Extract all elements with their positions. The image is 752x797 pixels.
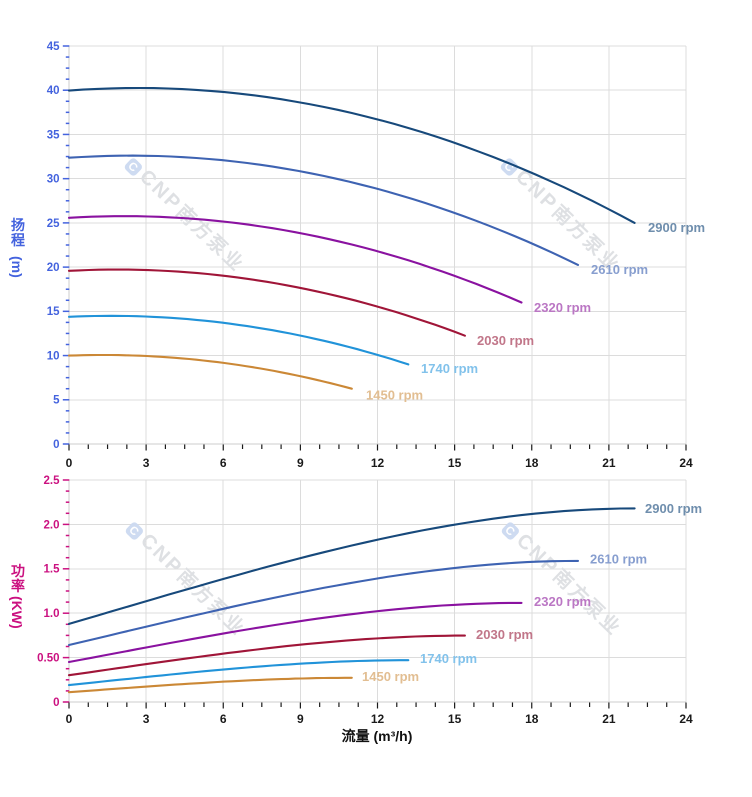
svg-text:CNP南方泵业: CNP南方泵业 (136, 529, 250, 641)
svg-text:1450 rpm: 1450 rpm (366, 387, 423, 402)
svg-text:15: 15 (448, 712, 462, 726)
svg-text:2320 rpm: 2320 rpm (534, 594, 591, 609)
svg-text:5: 5 (53, 395, 60, 407)
svg-text:21: 21 (602, 712, 616, 726)
svg-text:45: 45 (47, 41, 60, 53)
svg-text:1740 rpm: 1740 rpm (421, 361, 478, 376)
svg-text:6: 6 (220, 456, 227, 470)
svg-text:2900 rpm: 2900 rpm (648, 220, 705, 235)
svg-text:2610 rpm: 2610 rpm (590, 551, 647, 566)
svg-text:2030 rpm: 2030 rpm (477, 333, 534, 348)
svg-text:20: 20 (47, 262, 60, 274)
svg-text:2320 rpm: 2320 rpm (534, 300, 591, 315)
svg-text:15: 15 (47, 306, 60, 318)
svg-text:35: 35 (47, 129, 60, 141)
svg-text:12: 12 (371, 456, 385, 470)
svg-text:0.50: 0.50 (37, 653, 59, 665)
svg-text:2610 rpm: 2610 rpm (591, 262, 648, 277)
svg-text:流量 (m³/h): 流量 (m³/h) (342, 728, 413, 744)
svg-text:1450 rpm: 1450 rpm (362, 669, 419, 684)
svg-text:2900 rpm: 2900 rpm (645, 501, 702, 516)
svg-text:CNP南方泵业: CNP南方泵业 (135, 165, 249, 277)
svg-text:18: 18 (525, 712, 539, 726)
svg-text:24: 24 (679, 712, 693, 726)
svg-text:30: 30 (47, 174, 60, 186)
svg-text:2.0: 2.0 (44, 519, 60, 531)
svg-text:24: 24 (679, 456, 693, 470)
svg-text:0: 0 (53, 439, 59, 451)
svg-text:1.0: 1.0 (44, 608, 60, 620)
svg-text:21: 21 (602, 456, 616, 470)
svg-text:25: 25 (47, 218, 60, 230)
svg-text:2030 rpm: 2030 rpm (476, 627, 533, 642)
svg-text:3: 3 (143, 712, 150, 726)
svg-text:3: 3 (143, 456, 150, 470)
svg-text:18: 18 (525, 456, 539, 470)
svg-text:0: 0 (66, 456, 73, 470)
svg-text:9: 9 (297, 712, 304, 726)
svg-text:1740 rpm: 1740 rpm (420, 651, 477, 666)
svg-text:1.5: 1.5 (44, 564, 61, 576)
svg-text:9: 9 (297, 456, 304, 470)
svg-text:0: 0 (66, 712, 73, 726)
svg-text:40: 40 (47, 85, 60, 97)
svg-text:10: 10 (47, 351, 60, 363)
svg-text:15: 15 (448, 456, 462, 470)
svg-text:12: 12 (371, 712, 385, 726)
svg-text:2.5: 2.5 (44, 475, 61, 487)
svg-text:0: 0 (53, 697, 59, 709)
svg-text:6: 6 (220, 712, 227, 726)
